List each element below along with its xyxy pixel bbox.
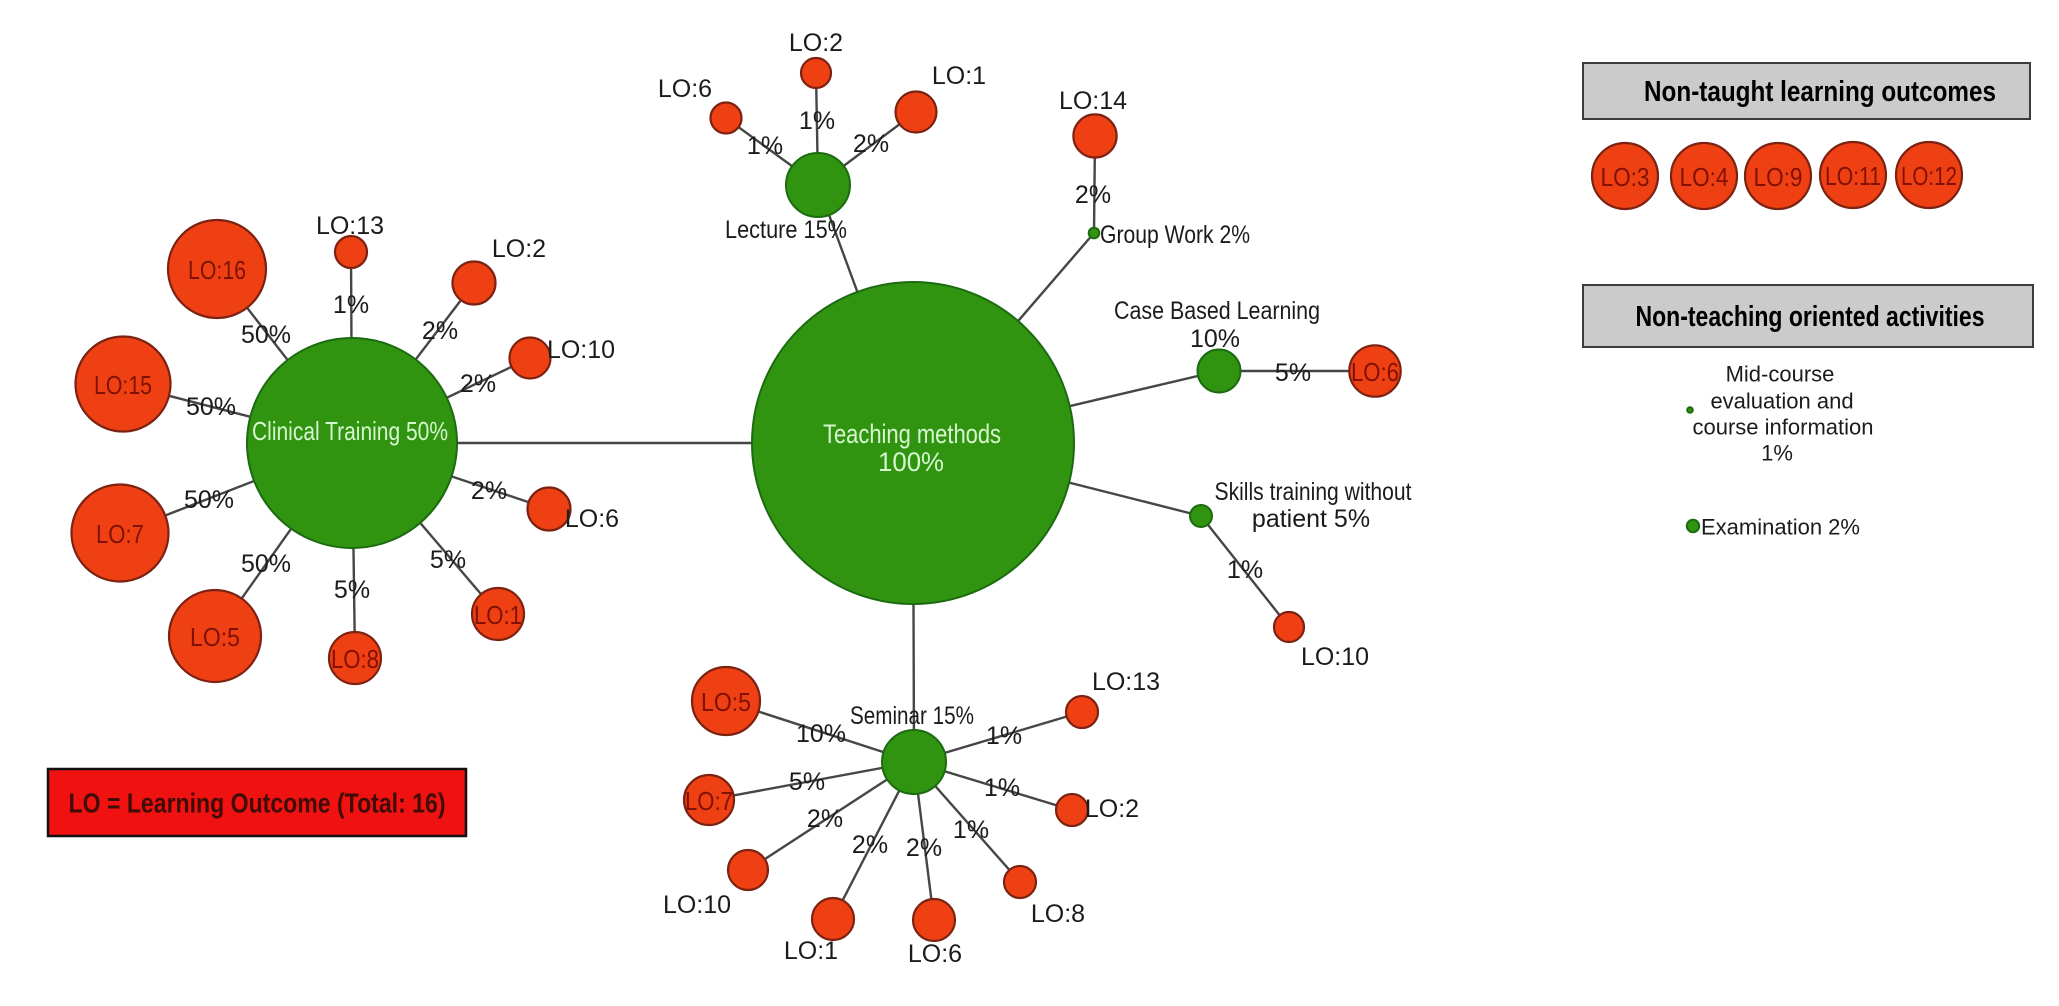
svg-text:50%: 50% bbox=[241, 550, 291, 578]
svg-text:LO:1: LO:1 bbox=[784, 937, 838, 965]
svg-text:LO:5: LO:5 bbox=[701, 687, 751, 717]
svg-text:2%: 2% bbox=[471, 477, 507, 505]
svg-text:Skills training without: Skills training without bbox=[1215, 478, 1412, 506]
svg-text:LO:4: LO:4 bbox=[1680, 162, 1729, 192]
svg-text:Teaching methods: Teaching methods bbox=[823, 419, 1001, 449]
svg-text:1%: 1% bbox=[1761, 441, 1793, 466]
svg-text:1%: 1% bbox=[953, 816, 989, 844]
svg-text:5%: 5% bbox=[1275, 359, 1311, 387]
svg-text:Non-teaching oriented activiti: Non-teaching oriented activities bbox=[1636, 301, 1985, 333]
svg-text:5%: 5% bbox=[430, 546, 466, 574]
svg-text:evaluation and: evaluation and bbox=[1710, 389, 1853, 414]
svg-text:LO:6: LO:6 bbox=[658, 75, 712, 103]
svg-text:50%: 50% bbox=[241, 321, 291, 349]
svg-text:LO:12: LO:12 bbox=[1901, 161, 1957, 191]
svg-text:LO:16: LO:16 bbox=[188, 255, 246, 285]
svg-text:LO:2: LO:2 bbox=[492, 235, 546, 263]
svg-text:LO:7: LO:7 bbox=[685, 786, 733, 816]
svg-text:2%: 2% bbox=[1075, 181, 1111, 209]
svg-text:50%: 50% bbox=[184, 486, 234, 514]
svg-text:LO:1: LO:1 bbox=[932, 62, 986, 90]
svg-text:LO:15: LO:15 bbox=[94, 370, 152, 400]
svg-text:LO:1: LO:1 bbox=[474, 600, 522, 630]
svg-text:LO:13: LO:13 bbox=[1092, 668, 1160, 696]
svg-text:LO:10: LO:10 bbox=[663, 891, 731, 919]
svg-text:LO = Learning Outcome (Total:: LO = Learning Outcome (Total: 16) bbox=[69, 788, 446, 819]
svg-text:1%: 1% bbox=[986, 722, 1022, 750]
svg-text:LO:6: LO:6 bbox=[1351, 357, 1399, 387]
svg-text:LO:6: LO:6 bbox=[565, 505, 619, 533]
svg-text:LO:8: LO:8 bbox=[1031, 900, 1085, 928]
svg-text:2%: 2% bbox=[807, 805, 843, 833]
svg-text:1%: 1% bbox=[333, 291, 369, 319]
svg-text:Seminar 15%: Seminar 15% bbox=[850, 702, 974, 730]
svg-text:2%: 2% bbox=[906, 834, 942, 862]
svg-text:2%: 2% bbox=[460, 370, 496, 398]
svg-text:LO:10: LO:10 bbox=[547, 336, 615, 364]
svg-text:Examination 2%: Examination 2% bbox=[1701, 515, 1860, 540]
svg-text:10%: 10% bbox=[796, 720, 846, 748]
svg-text:LO:13: LO:13 bbox=[316, 212, 384, 240]
svg-text:LO:5: LO:5 bbox=[190, 622, 240, 652]
svg-text:LO:2: LO:2 bbox=[1085, 795, 1139, 823]
svg-text:2%: 2% bbox=[852, 831, 888, 859]
svg-text:LO:3: LO:3 bbox=[1601, 162, 1650, 192]
svg-text:LO:7: LO:7 bbox=[96, 519, 144, 549]
svg-text:Clinical Training 50%: Clinical Training 50% bbox=[252, 416, 448, 446]
svg-text:Case Based Learning: Case Based Learning bbox=[1114, 297, 1320, 325]
svg-text:100%: 100% bbox=[878, 447, 944, 477]
svg-text:2%: 2% bbox=[853, 130, 889, 158]
svg-text:5%: 5% bbox=[789, 768, 825, 796]
svg-text:5%: 5% bbox=[334, 576, 370, 604]
svg-text:LO:2: LO:2 bbox=[789, 29, 843, 57]
svg-text:LO:11: LO:11 bbox=[1825, 161, 1881, 191]
svg-text:LO:6: LO:6 bbox=[908, 940, 962, 968]
svg-text:1%: 1% bbox=[1227, 556, 1263, 584]
svg-text:LO:8: LO:8 bbox=[331, 644, 379, 674]
svg-text:patient 5%: patient 5% bbox=[1252, 505, 1370, 533]
svg-text:Mid-course: Mid-course bbox=[1726, 362, 1835, 387]
svg-text:LO:9: LO:9 bbox=[1754, 162, 1803, 192]
svg-text:1%: 1% bbox=[747, 132, 783, 160]
svg-text:50%: 50% bbox=[186, 393, 236, 421]
svg-text:1%: 1% bbox=[984, 774, 1020, 802]
svg-text:course information: course information bbox=[1693, 415, 1874, 440]
svg-text:2%: 2% bbox=[422, 317, 458, 345]
svg-text:Group Work 2%: Group Work 2% bbox=[1100, 221, 1250, 249]
svg-text:1%: 1% bbox=[799, 107, 835, 135]
svg-text:Lecture 15%: Lecture 15% bbox=[725, 216, 847, 244]
svg-text:LO:10: LO:10 bbox=[1301, 643, 1369, 671]
svg-text:10%: 10% bbox=[1190, 325, 1240, 353]
svg-text:Non-taught learning outcomes: Non-taught learning outcomes bbox=[1644, 76, 1996, 108]
svg-text:LO:14: LO:14 bbox=[1059, 87, 1127, 115]
